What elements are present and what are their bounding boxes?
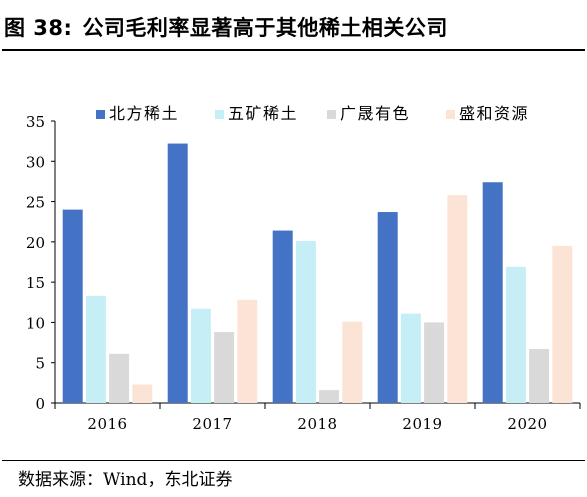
- y-tick-label-30: 30: [26, 153, 45, 171]
- y-tick-label-25: 25: [26, 194, 45, 212]
- source-rule: [2, 460, 585, 461]
- figure-title: 图 38: 公司毛利率显著高于其他稀土相关公司: [4, 8, 584, 48]
- bar-2017-series-1: [190, 308, 211, 403]
- source-note: 数据来源：Wind，东北证券: [18, 470, 233, 490]
- bar-2016-series-1: [85, 295, 106, 403]
- x-tick-label-2017: 2017: [192, 415, 232, 433]
- bar-2019-series-3: [447, 195, 468, 403]
- bar-2018-series-3: [342, 321, 363, 403]
- bar-2018-series-1: [295, 241, 316, 403]
- bar-2016-series-3: [132, 384, 153, 403]
- legend-label-0: 北方稀土: [109, 104, 179, 123]
- bar-2017-series-0: [167, 143, 188, 403]
- title-rule: [2, 49, 585, 51]
- y-tick-label-10: 10: [26, 314, 45, 332]
- legend-swatch-2: [327, 110, 336, 119]
- y-tick-label-15: 15: [26, 274, 45, 292]
- y-tick-label-0: 0: [35, 395, 45, 413]
- y-tick-label-35: 35: [26, 113, 45, 131]
- legend-label-2: 广晟有色: [340, 104, 410, 123]
- y-tick-label-20: 20: [26, 234, 45, 252]
- bar-2018-series-2: [319, 390, 340, 403]
- legend-swatch-1: [215, 110, 224, 119]
- legend-label-3: 盛和资源: [459, 104, 529, 123]
- bar-2020-series-1: [505, 266, 526, 403]
- x-tick-label-2018: 2018: [297, 415, 337, 433]
- x-tick-label-2019: 2019: [402, 415, 442, 433]
- legend-swatch-3: [446, 110, 455, 119]
- x-tick-label-2020: 2020: [507, 415, 547, 433]
- bar-2019-series-2: [424, 322, 445, 403]
- bar-2020-series-3: [552, 245, 573, 403]
- y-tick-label-5: 5: [35, 355, 45, 373]
- bar-2020-series-0: [482, 182, 503, 403]
- bar-2019-series-0: [377, 212, 398, 403]
- bar-2017-series-2: [214, 332, 235, 403]
- bar-2016-series-0: [62, 209, 83, 403]
- bar-chart: 0 5 10 15 20 25 30 35 2016 2017 2018 2019 2020 北方稀土 五矿…: [26, 104, 581, 433]
- legend-label-1: 五矿稀土: [228, 104, 298, 123]
- bar-2020-series-2: [529, 349, 550, 403]
- bar-2016-series-2: [109, 353, 130, 403]
- figure-title-text: 公司毛利率显著高于其他稀土相关公司: [82, 16, 448, 40]
- figure-label: 图 38:: [4, 16, 73, 40]
- legend-swatch-0: [96, 110, 105, 119]
- bar-2017-series-3: [237, 299, 258, 403]
- x-tick-label-2016: 2016: [87, 415, 127, 433]
- bar-2018-series-0: [272, 230, 293, 403]
- chart-container: 0 5 10 15 20 25 30 35 2016 2017 2018 2019 2020 北方稀土 五矿…: [0, 60, 587, 445]
- bar-2019-series-1: [400, 313, 421, 403]
